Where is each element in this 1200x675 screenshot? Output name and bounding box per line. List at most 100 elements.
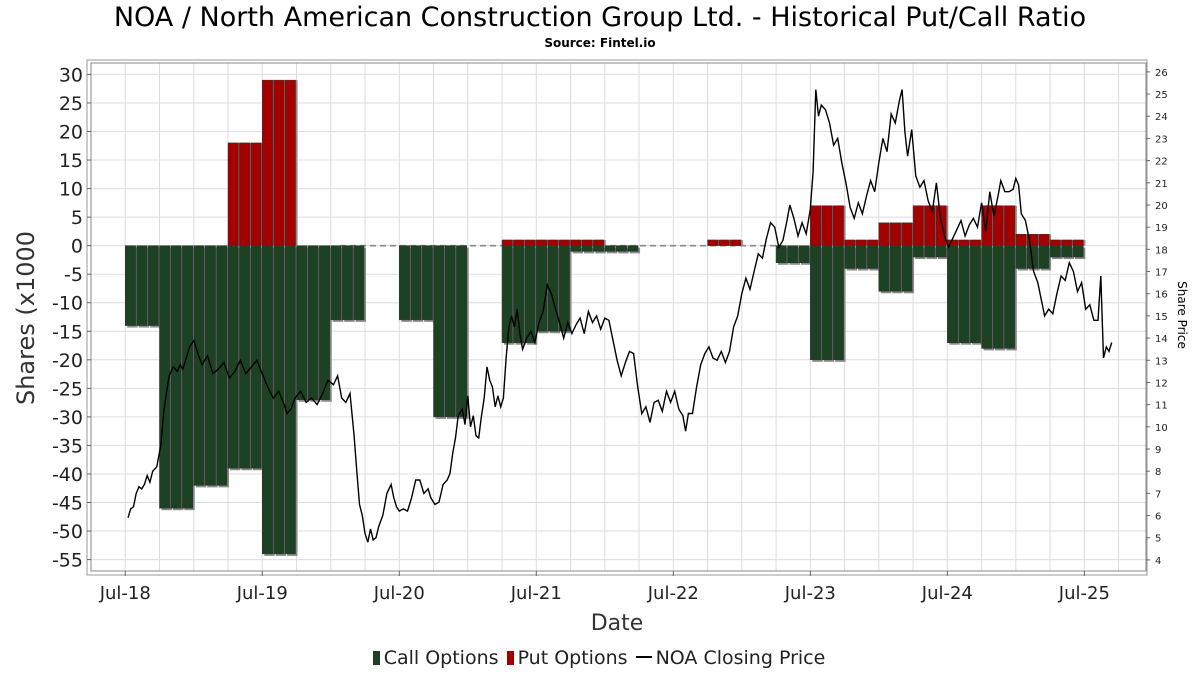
- y2-tick-label: 20: [1155, 201, 1168, 212]
- y-tick-label: -30: [52, 407, 83, 429]
- call-bar: [227, 245, 239, 469]
- y2-tick-label: 4: [1155, 556, 1161, 567]
- legend-line-label: NOA Closing Price: [655, 647, 826, 669]
- call-bar: [1049, 245, 1061, 258]
- call-bar: [1004, 245, 1016, 349]
- call-bar: [832, 245, 844, 361]
- put-bar: [969, 239, 981, 246]
- put-bar: [239, 142, 251, 246]
- y2-axis-ticks: 26 25 24 23 22 21 20 19 18 17 16 15 14 13 12 11 10 9 8 7 6 5 4: [1146, 68, 1168, 567]
- put-bar: [821, 205, 833, 246]
- call-bar: [969, 245, 981, 343]
- call-bar: [456, 245, 468, 418]
- y-tick-label: -20: [52, 350, 83, 372]
- bar-series: [125, 79, 1086, 556]
- call-bar: [593, 245, 605, 252]
- x-tick-label: Jul-18: [99, 583, 151, 604]
- put-bar: [832, 205, 844, 246]
- call-bar: [501, 245, 513, 343]
- put-bar: [844, 239, 856, 246]
- put-bar: [250, 142, 262, 246]
- call-bar: [958, 245, 970, 343]
- put-bar: [1061, 239, 1073, 246]
- y2-tick-label: 12: [1155, 378, 1168, 389]
- put-bar: [1049, 239, 1061, 246]
- put-bar: [730, 239, 742, 246]
- y-tick-label: 0: [71, 236, 83, 258]
- call-bar: [296, 245, 308, 401]
- put-bar: [901, 222, 913, 246]
- put-bar: [558, 239, 570, 246]
- y-tick-label: -25: [52, 378, 83, 400]
- y-tick-label: 10: [59, 179, 83, 201]
- price-line-swatch: [635, 656, 652, 658]
- call-bar: [924, 245, 936, 258]
- call-bar: [775, 245, 787, 264]
- call-bar: [319, 245, 331, 401]
- call-bar: [159, 245, 171, 509]
- chart-title: NOA / North American Construction Group …: [113, 2, 1087, 33]
- y2-tick-label: 17: [1155, 268, 1168, 279]
- call-bar: [627, 245, 639, 252]
- y-axis-ticks: 30 25 20 15 10 5 0 -5 -10 -15 -20 -25 -30 -35 -40 -45 -5…: [52, 64, 91, 572]
- call-bar: [604, 245, 616, 252]
- call-bar: [992, 245, 1004, 349]
- call-bar: [125, 245, 136, 326]
- put-bar: [1015, 233, 1027, 246]
- x-tick-label: Jul-21: [510, 583, 562, 604]
- call-bar: [341, 245, 353, 321]
- y2-tick-label: 13: [1155, 356, 1168, 367]
- call-bar: [182, 245, 194, 509]
- call-bar: [798, 245, 810, 264]
- put-bar: [262, 79, 273, 246]
- call-bar: [536, 245, 547, 332]
- x-tick-label: Jul-19: [236, 583, 288, 604]
- y-tick-label: -55: [52, 550, 83, 572]
- y2-tick-label: 26: [1155, 68, 1168, 79]
- put-bar: [227, 142, 239, 246]
- call-bar: [136, 245, 148, 326]
- put-bar: [855, 239, 867, 246]
- call-bar: [399, 245, 410, 321]
- call-bar: [878, 245, 890, 292]
- put-bar: [947, 239, 958, 246]
- call-bar: [239, 245, 251, 469]
- y2-tick-label: 15: [1155, 312, 1168, 323]
- y2-tick-label: 14: [1155, 334, 1168, 345]
- put-bar: [524, 239, 536, 246]
- y2-tick-label: 7: [1155, 489, 1161, 500]
- call-bar: [615, 245, 627, 252]
- legend: Call Options Put Options NOA Closing Pri…: [0, 647, 1200, 669]
- call-bar: [1061, 245, 1073, 258]
- put-bar: [547, 239, 559, 246]
- y-tick-label: 5: [71, 207, 83, 229]
- put-bar: [707, 239, 719, 246]
- put-swatch: [506, 651, 514, 665]
- y-tick-label: 30: [59, 64, 83, 86]
- put-bar: [912, 205, 924, 246]
- call-bar: [421, 245, 433, 321]
- y-tick-label: -15: [52, 321, 83, 343]
- put-bar: [924, 205, 936, 246]
- y-tick-label: -50: [52, 521, 83, 543]
- put-bar: [992, 205, 1004, 246]
- call-bar: [147, 245, 159, 326]
- call-bar: [1072, 245, 1084, 258]
- y2-tick-label: 25: [1155, 90, 1168, 101]
- legend-put-label: Put Options: [517, 647, 628, 669]
- put-bar: [810, 205, 821, 246]
- x-axis-label: Date: [591, 611, 644, 636]
- call-bar: [250, 245, 262, 469]
- put-bar: [581, 239, 593, 246]
- call-bar: [889, 245, 901, 292]
- call-bar: [433, 245, 445, 418]
- x-tick-label: Jul-25: [1058, 583, 1110, 604]
- call-bar: [901, 245, 913, 292]
- y-tick-label: -5: [64, 264, 83, 286]
- call-bar: [867, 245, 879, 269]
- y2-tick-label: 19: [1155, 223, 1168, 234]
- call-bar: [581, 245, 593, 252]
- call-bar: [570, 245, 582, 252]
- put-bar: [513, 239, 525, 246]
